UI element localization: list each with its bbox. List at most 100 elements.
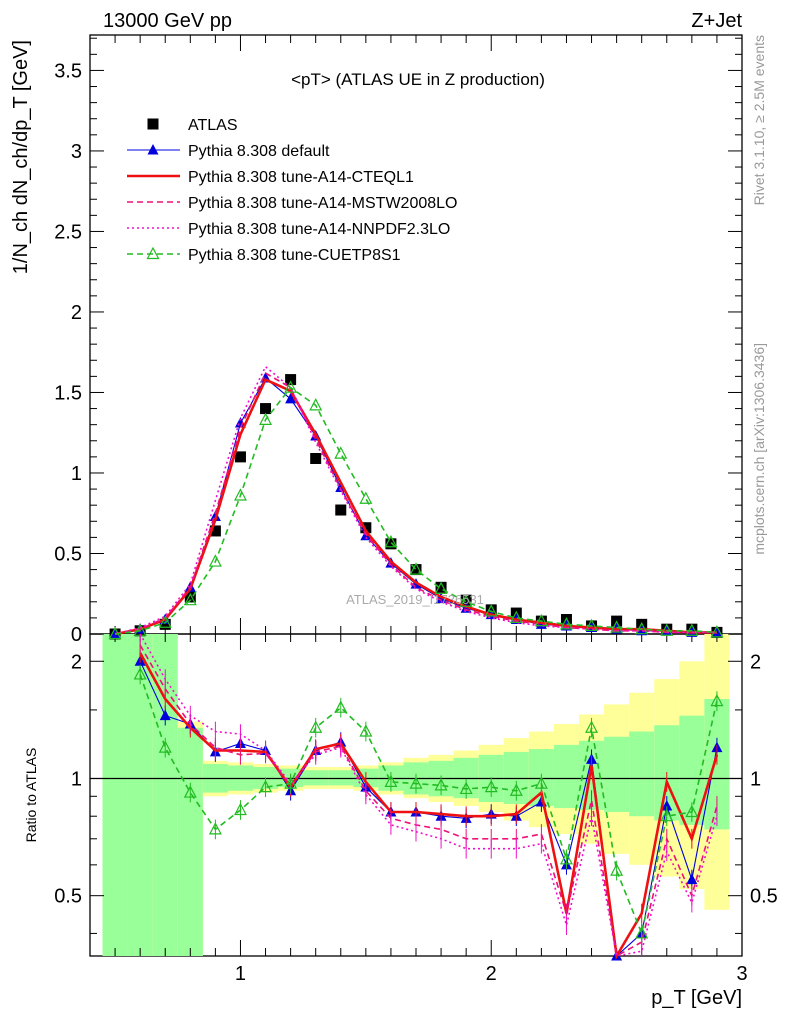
plot-title: <pT> (ATLAS UE in Z production) <box>291 70 545 89</box>
ratio-series-marker <box>686 873 698 885</box>
ratio-series-line <box>139 633 718 957</box>
series-marker <box>484 604 498 617</box>
watermark: ATLAS_2019_I1736531 <box>346 592 484 607</box>
ratio-series-marker <box>409 776 423 789</box>
ratio-series-marker <box>284 776 298 789</box>
stat-uncertainty-band <box>303 770 329 786</box>
legend-label: Pythia 8.308 default <box>188 143 330 160</box>
data-point <box>159 618 171 630</box>
series-line <box>114 371 717 635</box>
ratio-y-tick-label-right: 2 <box>750 651 761 673</box>
ratio-series-marker <box>661 799 673 811</box>
ratio-series-marker <box>384 774 398 787</box>
ratio-series-marker <box>309 720 323 733</box>
stat-uncertainty-band <box>102 634 128 956</box>
ratio-series-marker <box>133 667 147 680</box>
legend-marker <box>146 246 160 260</box>
ratio-y-axis-label: Ratio to ATLAS <box>23 748 39 843</box>
stat-uncertainty-band <box>328 770 354 786</box>
series-line <box>114 377 717 636</box>
header-right: Z+Jet <box>691 10 742 32</box>
data-point <box>184 591 196 603</box>
series-marker <box>384 534 398 548</box>
ratio-axis-ticks: 0.5 0.5 1 1 2 2 1 2 3 <box>54 634 778 985</box>
series-marker <box>509 610 523 623</box>
data-point <box>410 564 422 576</box>
series-marker <box>108 626 122 640</box>
ratio-y-tick-label: 0.5 <box>54 886 82 908</box>
series-marker <box>158 615 172 628</box>
legend-label: Pythia 8.308 tune-CUETP8S1 <box>188 247 401 264</box>
x-tick-label: 2 <box>486 963 497 985</box>
ratio-series-marker <box>259 779 273 793</box>
series-marker <box>334 446 348 459</box>
ratio-series-marker <box>710 693 724 707</box>
ratio-y-tick-label-right: 0.5 <box>750 886 778 908</box>
legend: ATLAS Pythia 8.308 default Pythia 8.308 tu… <box>127 117 457 264</box>
stat-uncertainty-band <box>127 634 153 956</box>
ratio-series-marker <box>534 776 548 789</box>
ratio-series-marker <box>208 822 222 835</box>
ratio-y-tick-label-right: 1 <box>750 768 761 790</box>
header-left: 13000 GeV pp <box>103 10 232 32</box>
ratio-series-group <box>133 633 724 961</box>
ratio-series-marker <box>359 724 373 737</box>
x-axis-label: p_T [GeV] <box>651 987 742 1009</box>
y-tick-label: 1.5 <box>54 382 82 404</box>
series-marker <box>409 562 423 575</box>
ratio-series-marker <box>559 852 573 865</box>
y-tick-label: 2.5 <box>54 221 82 243</box>
series-marker <box>585 618 599 632</box>
ratio-series-marker <box>334 700 348 713</box>
series-marker <box>635 621 649 635</box>
main-series-group <box>108 365 724 640</box>
series-line <box>114 386 717 635</box>
data-point <box>285 374 297 386</box>
ratio-series-marker <box>159 709 171 721</box>
series-marker <box>710 625 724 638</box>
ratio-series-line <box>139 644 718 958</box>
data-point <box>435 581 447 593</box>
y-tick-label: 1 <box>71 463 82 485</box>
ratio-series-line <box>139 652 719 960</box>
legend-marker <box>147 144 159 155</box>
legend-label: Pythia 8.308 tune-A14-CTEQL1 <box>188 169 414 186</box>
ratio-series-marker <box>610 863 624 876</box>
data-point <box>385 538 397 550</box>
series-marker <box>285 392 297 404</box>
x-tick-label: 1 <box>235 963 246 985</box>
data-point <box>209 525 221 537</box>
data-point <box>234 451 246 463</box>
series-marker <box>559 617 573 630</box>
ratio-series-marker <box>484 779 498 793</box>
data-point <box>310 452 322 464</box>
ratio-series-marker <box>660 808 674 822</box>
y-tick-label: 3.5 <box>54 60 82 82</box>
y-axis-label: 1/N_ch dN_ch/dp_T [GeV] <box>10 40 32 274</box>
series-marker <box>259 412 273 425</box>
series-marker <box>660 623 674 636</box>
main-axis-ticks: 0 0.5 1 1.5 2 2.5 3 3.5 <box>54 35 742 646</box>
series-marker <box>685 623 699 636</box>
ratio-uncertainty-bands <box>90 634 742 956</box>
ratio-series-line <box>139 674 718 937</box>
stat-uncertainty-band <box>629 731 655 817</box>
series-marker <box>284 380 298 393</box>
data-point <box>260 403 272 415</box>
ratio-series-marker <box>685 804 699 818</box>
y-tick-label: 3 <box>71 141 82 163</box>
mcplots-source-label: mcplots.cern.ch [arXiv:1306.3436] <box>751 343 767 555</box>
data-point <box>460 594 472 606</box>
series-marker <box>459 594 473 607</box>
ratio-series-marker <box>585 720 599 733</box>
stat-uncertainty-band <box>177 727 203 956</box>
series-line <box>114 365 717 635</box>
legend-marker <box>147 118 159 130</box>
stat-uncertainty-band <box>604 736 630 813</box>
y-tick-label: 0.5 <box>54 543 82 565</box>
series-marker <box>434 581 448 595</box>
ratio-series-marker <box>509 783 523 796</box>
rivet-version-label: Rivet 3.1.10, ≥ 2.5M events <box>751 35 767 205</box>
ratio-y-tick-label: 2 <box>71 651 82 673</box>
